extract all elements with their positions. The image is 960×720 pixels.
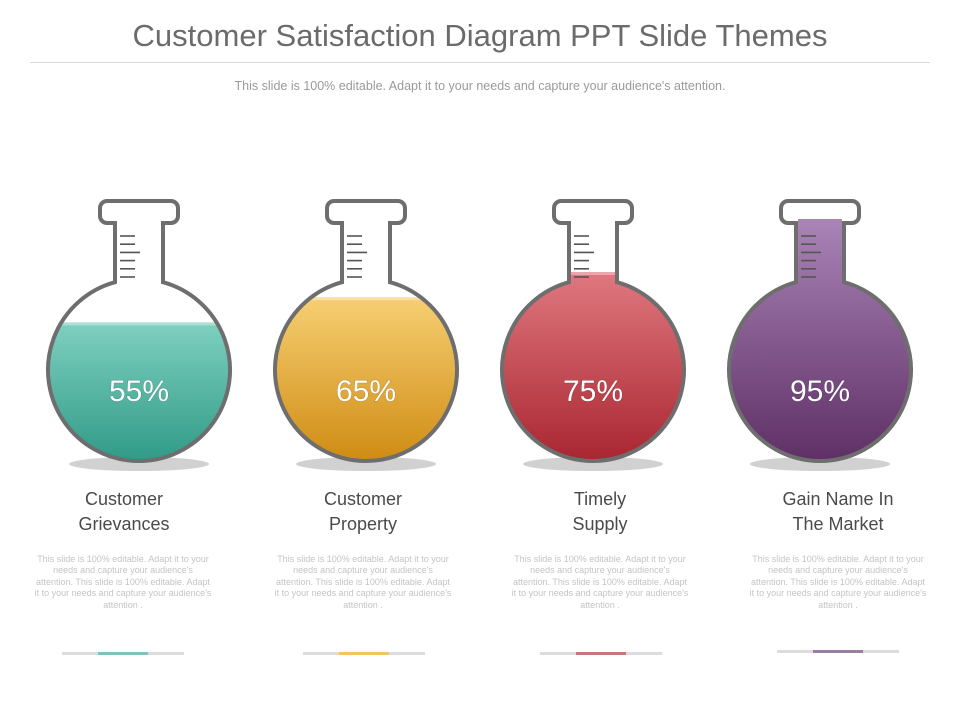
- flask-1-title: Customer Grievances: [24, 487, 224, 537]
- slide-title: Customer Satisfaction Diagram PPT Slide …: [132, 18, 828, 53]
- flask-4-title-line2: The Market: [792, 514, 884, 534]
- flask-4: 95%: [727, 199, 913, 471]
- flask-2-title: Customer Property: [263, 487, 463, 537]
- flask-2-liquid: [275, 297, 457, 462]
- flask-2-description: This slide is 100% editable. Adapt it to…: [274, 554, 452, 610]
- flask-1-shadow: [69, 457, 209, 471]
- flask-2-title-line2: Property: [328, 514, 398, 534]
- flask-3-title-line2: Supply: [572, 514, 628, 534]
- flask-3-divider: [540, 652, 662, 655]
- flask-2-divider-accent: [339, 652, 389, 655]
- flask-4-neck-opening: [798, 219, 842, 227]
- flask-1-percent: 55%: [109, 375, 169, 408]
- flask-4-shadow: [750, 457, 890, 471]
- flask-3: 75%: [500, 199, 686, 471]
- flask-3-liquid-surface: [502, 272, 684, 275]
- flask-3-divider-accent: [576, 652, 626, 655]
- flask-2: 65%: [273, 199, 459, 471]
- flask-2-shadow: [296, 457, 436, 471]
- flask-1-description: This slide is 100% editable. Adapt it to…: [34, 554, 212, 610]
- flask-1-outline: [46, 223, 232, 463]
- flask-1-title-line2: Grievances: [78, 514, 170, 534]
- flask-3-outline: [500, 223, 686, 463]
- flask-1-liquid-surface: [48, 322, 230, 326]
- flask-4-title: Gain Name In The Market: [738, 487, 938, 537]
- flask-3-percent: 75%: [563, 375, 623, 408]
- flask-4-description: This slide is 100% editable. Adapt it to…: [749, 554, 927, 610]
- flask-4-outline: [727, 223, 913, 463]
- flask-3-neck-opening: [571, 219, 615, 227]
- flask-4-percent: 95%: [790, 375, 850, 408]
- flask-1-divider-accent: [98, 652, 148, 655]
- flask-4-divider-accent: [813, 650, 863, 653]
- flask-2-divider: [303, 652, 425, 655]
- flask-4-liquid: [729, 221, 911, 461]
- flask-3-title: Timely Supply: [500, 487, 700, 537]
- flask-3-title-line1: Timely: [573, 489, 627, 509]
- flask-1-neck-opening: [117, 219, 161, 227]
- flask-2-liquid-surface: [275, 297, 457, 301]
- flask-1-title-line1: Customer: [84, 489, 164, 509]
- flask-3-description: This slide is 100% editable. Adapt it to…: [511, 554, 689, 610]
- slide-subtitle: This slide is 100% editable. Adapt it to…: [234, 79, 726, 93]
- flask-2-percent: 65%: [336, 375, 396, 408]
- flask-1: 55%: [46, 199, 232, 471]
- flask-2-neck-opening: [344, 219, 388, 227]
- flask-1-divider: [62, 652, 184, 655]
- flask-2-outline: [273, 223, 459, 463]
- flask-4-divider: [777, 650, 899, 653]
- title-divider: [30, 62, 930, 63]
- flask-3-shadow: [523, 457, 663, 471]
- flask-2-title-line1: Customer: [323, 489, 403, 509]
- flask-4-title-line1: Gain Name In: [782, 489, 894, 509]
